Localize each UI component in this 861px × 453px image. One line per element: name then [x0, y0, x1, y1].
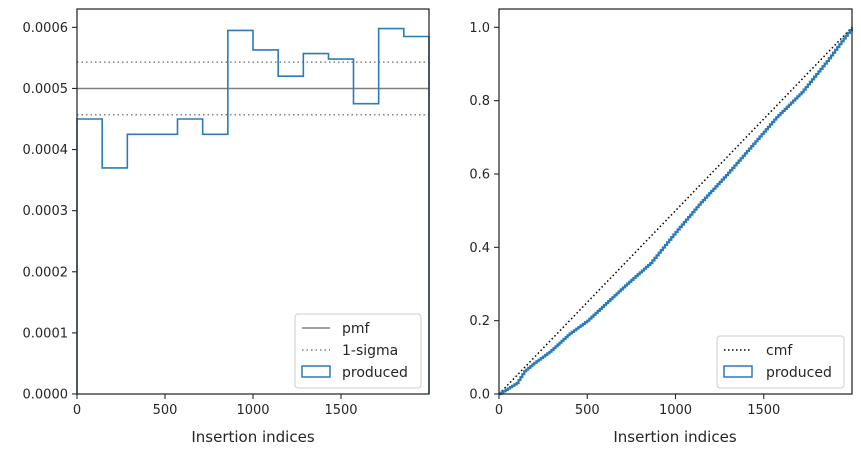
x-tick-label: 0 [495, 403, 503, 418]
legend-label-1-sigma: 1-sigma [342, 343, 398, 359]
legend-box [294, 313, 422, 389]
histogram-series-produced [76, 27, 430, 394]
x-tick-label: 1500 [324, 403, 357, 418]
y-tick-label: 0.6 [469, 168, 490, 183]
y-tick-label: 0.0006 [23, 21, 69, 36]
legend-label-produced: produced [342, 365, 408, 381]
x-ticks: 0 500 1000 1500 [73, 394, 358, 418]
y-tick-label: 0.4 [469, 241, 490, 256]
y-tick-label: 0.8 [469, 94, 490, 109]
x-tick-label: 500 [153, 403, 178, 418]
legend-label-produced: produced [766, 365, 832, 381]
cumulative-marks [498, 26, 854, 396]
legend-box [716, 335, 845, 389]
y-tick-label: 0.0 [469, 388, 490, 403]
y-tick-label: 1.0 [469, 21, 490, 36]
x-tick-label: 0 [73, 403, 81, 418]
line-series-produced [499, 27, 854, 396]
legend: pmf 1-sigma produced [294, 313, 422, 389]
chart-cumulative: 0 500 1000 1500 0.0 0.2 0.4 0.6 0.8 1.0 Insertio… [469, 8, 854, 446]
x-axis-label: Insertion indices [191, 428, 314, 446]
y-tick-label: 0.0002 [23, 265, 69, 280]
x-tick-label: 500 [575, 403, 600, 418]
y-tick-label: 0.0004 [23, 143, 69, 158]
legend-swatch-produced [723, 365, 753, 378]
x-tick-label: 1000 [236, 403, 269, 418]
legend-label-pmf: pmf [342, 321, 371, 337]
chart-histogram: 0 500 1000 1500 0.00000.00010.00020.00030.0… [23, 8, 430, 446]
y-ticks: 0.0000 0.0001 0.0002 0.0003 0.0004 0.0005 0.00… [23, 21, 77, 403]
legend-label-cmf: cmf [766, 343, 793, 359]
histogram-marks [76, 27, 430, 394]
y-tick-label: 0.0001 [23, 326, 69, 341]
legend-swatch-produced [301, 365, 331, 378]
y-tick-label: 0.0003 [23, 204, 69, 219]
x-ticks: 0 500 1000 1500 [495, 394, 780, 418]
y-tick-label: 0.0000 [23, 388, 69, 403]
y-ticks: 0.0 0.2 0.4 0.6 0.8 1.0 [469, 21, 499, 403]
x-axis-label: Insertion indices [613, 428, 736, 446]
x-tick-label: 1000 [659, 403, 692, 418]
x-tick-label: 1500 [747, 403, 780, 418]
legend: cmf produced [716, 335, 845, 389]
y-tick-label: 0.2 [469, 314, 490, 329]
line-series-cmf [498, 26, 853, 395]
y-tick-label: 0.0005 [23, 82, 69, 97]
